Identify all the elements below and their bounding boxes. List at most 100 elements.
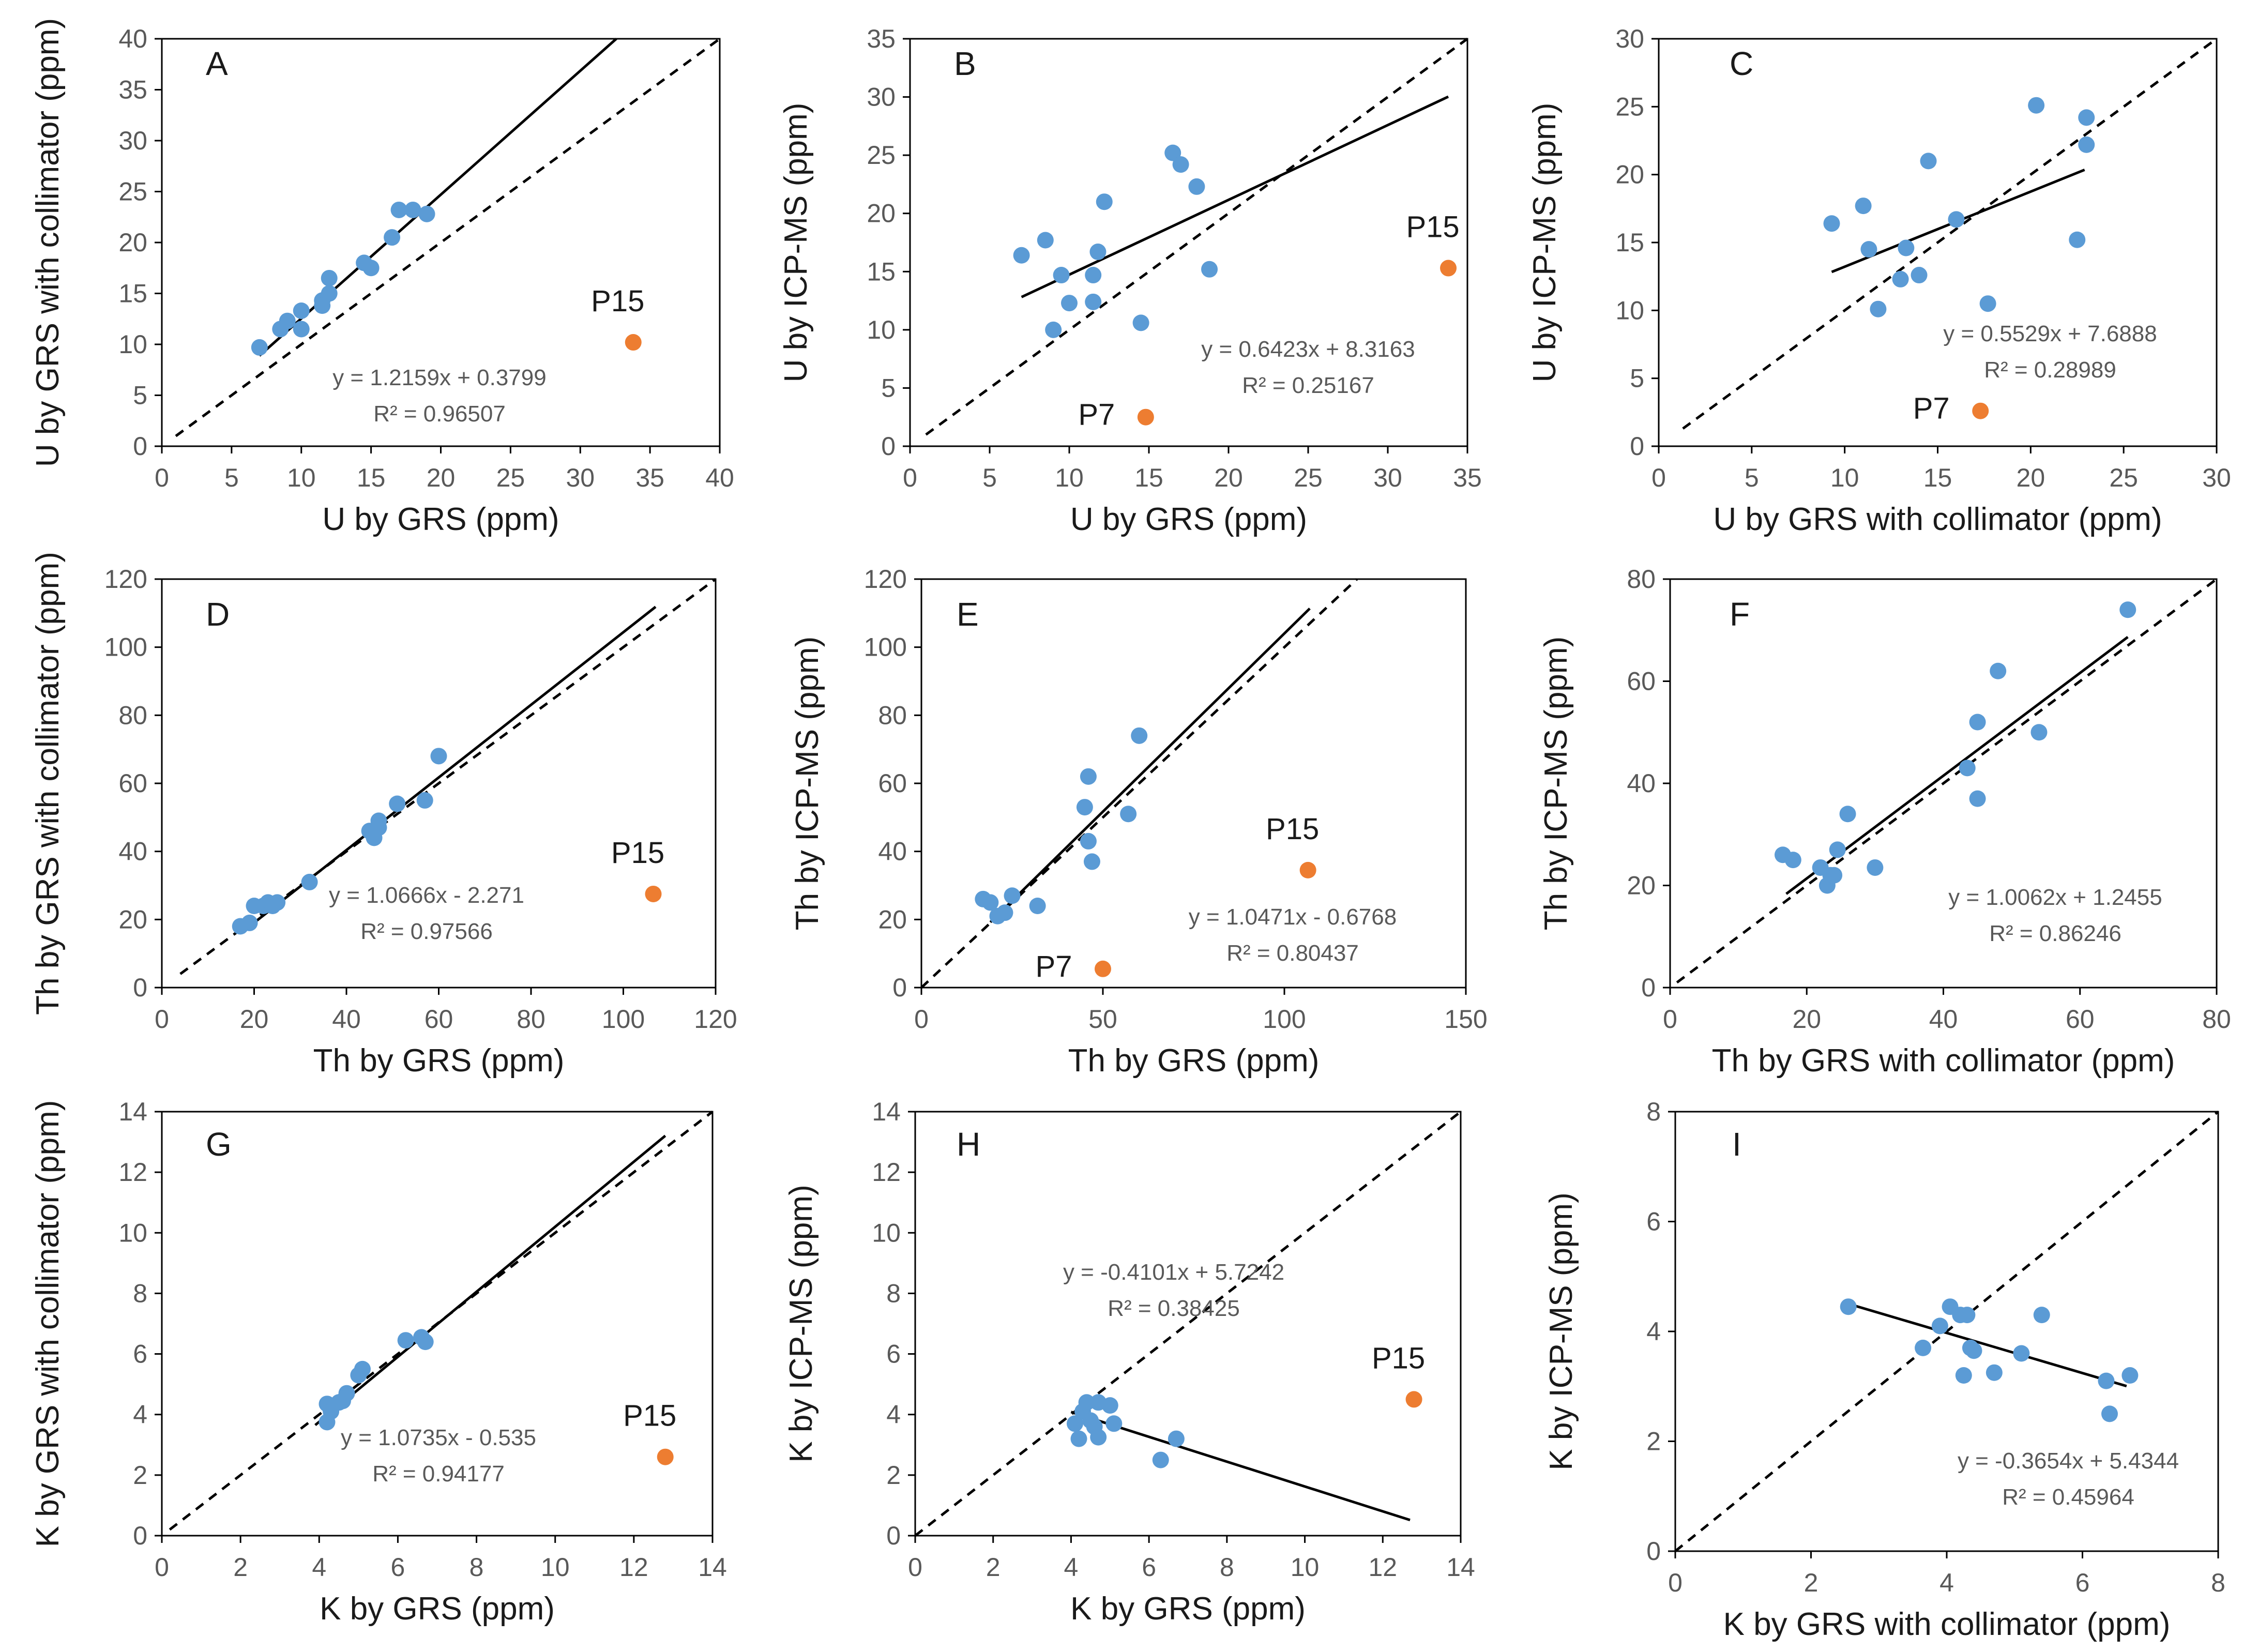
- x-tick-label: 15: [357, 463, 386, 492]
- x-tick-label: 8: [2211, 1568, 2225, 1597]
- outlier-label-P7: P7: [1078, 398, 1115, 432]
- data-point-C: [2078, 109, 2095, 126]
- y-tick-label: 20: [867, 199, 896, 228]
- x-tick-label: 25: [1294, 463, 1323, 492]
- y-tick-label: 20: [118, 905, 147, 934]
- data-point-A: [293, 321, 310, 338]
- y-tick-label: 2: [1646, 1427, 1661, 1456]
- fit-r2-C: R² = 0.28989: [1984, 357, 2116, 383]
- x-tick-label: 5: [1745, 463, 1759, 492]
- data-point-F: [1959, 760, 1976, 777]
- y-tick-label: 80: [1627, 565, 1656, 594]
- outlier-point-P15: [1299, 861, 1316, 878]
- identity-line-I: [1674, 1111, 2219, 1552]
- x-tick-label: 20: [1792, 1005, 1821, 1034]
- data-point-B: [1132, 314, 1149, 331]
- outlier-point-P15: [625, 334, 642, 351]
- fit-line-I: [1847, 1302, 2127, 1388]
- data-point-I: [2121, 1367, 2139, 1384]
- fit-equation-F: y = 1.0062x + 1.2455: [1948, 885, 2162, 910]
- x-tick-label: 15: [1134, 463, 1163, 492]
- y-tick-label: 4: [1646, 1317, 1661, 1346]
- x-tick-label: 10: [541, 1553, 570, 1582]
- x-tick-label: 35: [1453, 463, 1482, 492]
- y-tick-label: 14: [872, 1097, 901, 1126]
- y-tick-label: 15: [1615, 228, 1644, 257]
- outlier-label-P15: P15: [611, 836, 664, 870]
- y-tick-label: 30: [1615, 24, 1644, 53]
- y-tick-label: 0: [133, 973, 147, 1002]
- fit-r2-B: R² = 0.25167: [1242, 373, 1374, 398]
- plot-frame-H: [914, 1111, 1462, 1537]
- y-tick-label: 0: [133, 1521, 147, 1550]
- data-point-F: [2119, 601, 2136, 618]
- x-tick-label: 8: [469, 1553, 484, 1582]
- fit-line-G: [314, 1134, 666, 1427]
- data-point-E: [1131, 727, 1148, 744]
- x-tick-label: 14: [698, 1553, 727, 1582]
- data-point-G: [417, 1333, 434, 1351]
- y-tick-label: 20: [1615, 160, 1644, 189]
- x-axis-label-I: K by GRS with collimator (ppm): [1723, 1606, 2171, 1642]
- y-tick-label: 120: [104, 565, 147, 594]
- data-point-F: [1829, 841, 1846, 858]
- data-point-F: [1826, 867, 1843, 884]
- data-point-C: [1920, 153, 1937, 170]
- data-point-I: [2013, 1345, 2030, 1362]
- x-axis-label-C: U by GRS with collimator (ppm): [1713, 502, 2162, 537]
- y-tick-label: 40: [118, 24, 147, 53]
- data-point-D: [389, 795, 406, 812]
- data-point-I: [2033, 1307, 2050, 1324]
- panel-label-C: C: [1730, 45, 1753, 82]
- data-point-C: [1979, 295, 1996, 312]
- x-tick-label: 10: [1055, 463, 1084, 492]
- x-tick-label: 0: [155, 1553, 169, 1582]
- x-tick-label: 0: [903, 463, 917, 492]
- data-point-D: [269, 894, 286, 911]
- y-tick-label: 20: [1627, 871, 1656, 900]
- outlier-label-P15: P15: [591, 284, 644, 318]
- y-axis-label-C: U by ICP-MS (ppm): [1527, 103, 1563, 383]
- y-tick-label: 0: [1641, 973, 1656, 1002]
- data-point-I: [1965, 1342, 1982, 1359]
- y-tick-label: 35: [867, 24, 896, 53]
- data-point-B: [1061, 295, 1078, 312]
- x-tick-label: 0: [155, 1005, 169, 1034]
- y-tick-label: 6: [886, 1340, 901, 1369]
- data-point-E: [982, 894, 999, 911]
- y-tick-label: 60: [1627, 667, 1656, 696]
- x-tick-label: 10: [1830, 463, 1859, 492]
- fit-equation-G: y = 1.0735x - 0.535: [341, 1425, 536, 1450]
- y-tick-label: 8: [133, 1279, 147, 1308]
- y-tick-label: 10: [118, 1218, 147, 1247]
- data-point-A: [384, 229, 401, 246]
- y-tick-label: 0: [1646, 1537, 1661, 1566]
- y-tick-label: 10: [872, 1218, 901, 1247]
- x-tick-label: 20: [2017, 463, 2045, 492]
- y-axis-label-I: K by ICP-MS (ppm): [1543, 1192, 1579, 1470]
- data-point-I: [2101, 1405, 2118, 1422]
- data-point-I: [2098, 1372, 2115, 1389]
- x-tick-label: 20: [1214, 463, 1243, 492]
- y-tick-label: 2: [133, 1461, 147, 1490]
- x-tick-label: 30: [566, 463, 595, 492]
- y-tick-label: 80: [118, 701, 147, 730]
- y-axis-label-D: Th by GRS with collimator (ppm): [30, 552, 66, 1015]
- identity-line-C: [1682, 37, 2218, 430]
- outlier-point-P15: [645, 885, 662, 902]
- data-point-D: [370, 812, 387, 829]
- data-point-D: [416, 792, 433, 809]
- y-tick-label: 0: [886, 1521, 901, 1550]
- x-tick-label: 50: [1088, 1005, 1117, 1034]
- data-point-I: [1986, 1364, 2003, 1381]
- fit-equation-I: y = -0.3654x + 5.4344: [1958, 1448, 2179, 1474]
- fit-r2-A: R² = 0.96507: [373, 401, 506, 427]
- outlier-label-P15: P15: [1406, 210, 1459, 244]
- data-point-C: [2028, 97, 2045, 114]
- data-point-A: [418, 205, 435, 222]
- panel-label-E: E: [957, 596, 979, 633]
- data-point-F: [1867, 859, 1884, 876]
- data-point-B: [1201, 261, 1218, 278]
- outlier-point-P7: [1972, 402, 1989, 419]
- y-tick-label: 5: [881, 373, 896, 402]
